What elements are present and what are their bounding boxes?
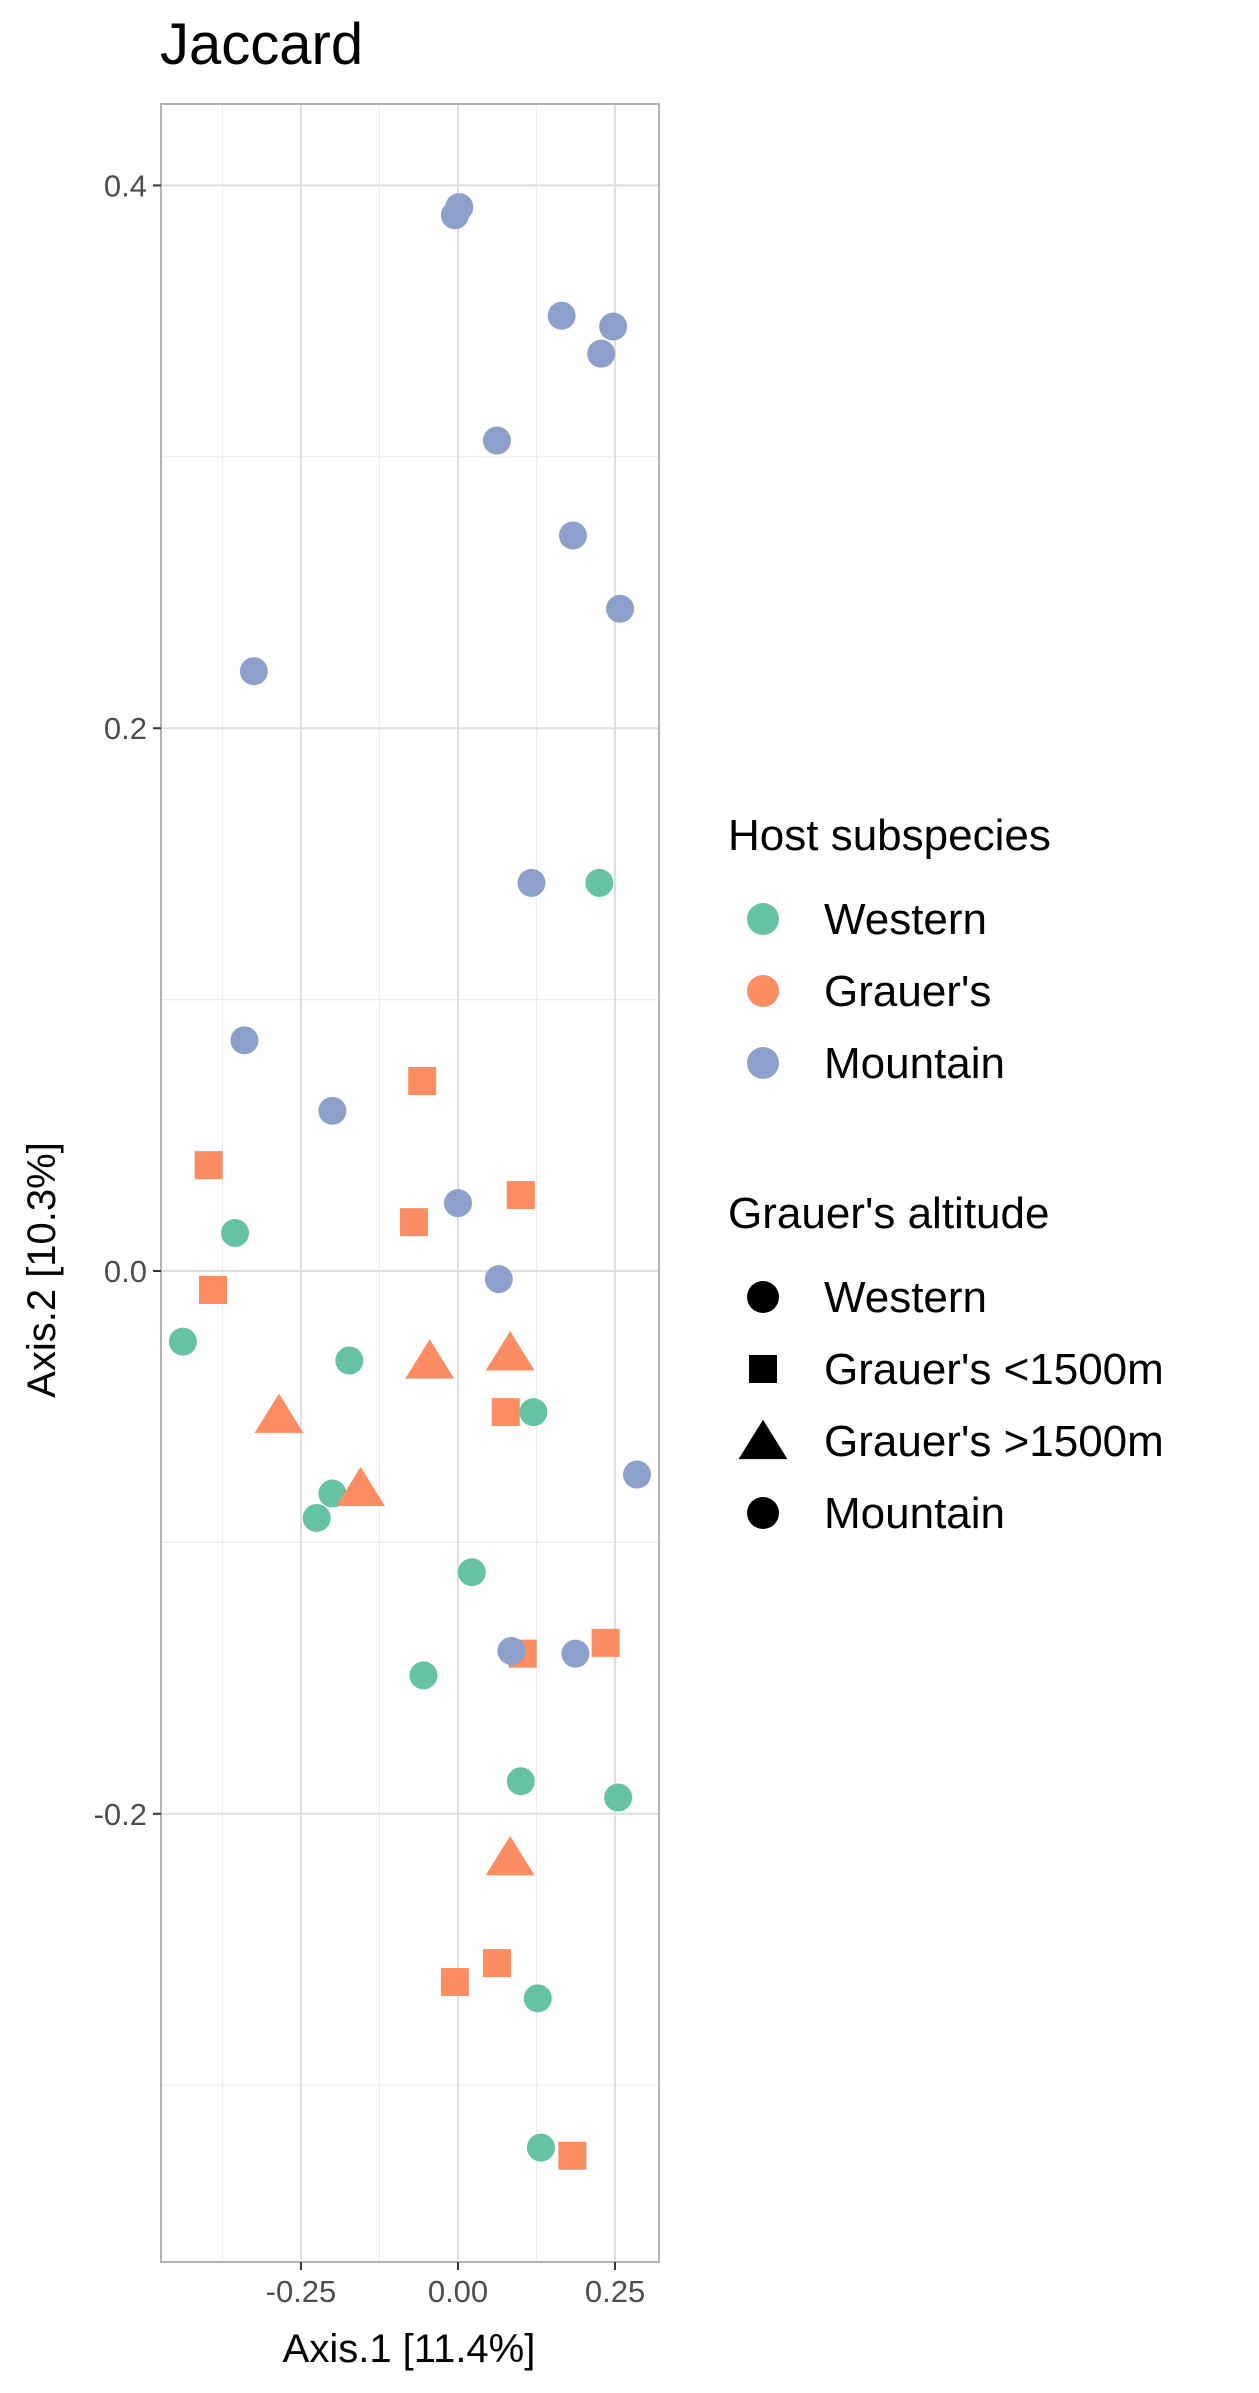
data-point bbox=[547, 301, 576, 330]
data-point bbox=[591, 1628, 620, 1657]
data-point bbox=[405, 1339, 455, 1379]
legend-label: Mountain bbox=[824, 1039, 1005, 1088]
data-point bbox=[336, 1466, 386, 1507]
data-point bbox=[485, 1331, 535, 1371]
legend-key bbox=[747, 903, 779, 935]
data-point bbox=[491, 1398, 520, 1427]
data-point bbox=[482, 426, 511, 455]
x-axis-ticks: -0.25 0.00 0.25 bbox=[266, 2262, 645, 2309]
data-point bbox=[444, 1189, 472, 1218]
data-point bbox=[585, 868, 614, 897]
chart-title: Jaccard bbox=[160, 12, 363, 77]
legend-label: Western bbox=[824, 895, 987, 944]
y-tick-label: 0.2 bbox=[104, 711, 147, 746]
data-point bbox=[400, 1208, 429, 1237]
y-axis-title: Axis.2 [10.3%] bbox=[20, 1142, 64, 1398]
data-point bbox=[506, 1767, 535, 1796]
legend-label: Grauer's <1500m bbox=[824, 1345, 1164, 1394]
data-point bbox=[318, 1096, 347, 1125]
data-point bbox=[587, 339, 616, 368]
x-tick-label: -0.25 bbox=[266, 2274, 337, 2309]
legend-title: Host subspecies bbox=[728, 811, 1051, 860]
data-point bbox=[485, 1835, 535, 1876]
y-tick-label: 0.0 bbox=[104, 1254, 147, 1289]
plot-panel-border bbox=[160, 103, 660, 2263]
data-point bbox=[239, 657, 268, 686]
data-point bbox=[194, 1151, 223, 1180]
data-point bbox=[254, 1393, 304, 1433]
minor-gridlines bbox=[161, 104, 659, 2262]
data-point bbox=[558, 2141, 587, 2170]
data-point bbox=[606, 594, 635, 623]
x-tick-label: 0.25 bbox=[585, 2274, 645, 2309]
legend-label: Western bbox=[824, 1273, 987, 1322]
data-point bbox=[519, 1398, 548, 1427]
data-point bbox=[604, 1783, 633, 1812]
data-point bbox=[409, 1661, 438, 1690]
data-point bbox=[523, 1984, 552, 2013]
y-tick-label: -0.2 bbox=[94, 1797, 147, 1832]
legend-label: Grauer's >1500m bbox=[824, 1417, 1164, 1466]
data-point bbox=[526, 2133, 555, 2162]
legend-key bbox=[749, 1355, 777, 1383]
data-point bbox=[558, 521, 587, 550]
legend-key bbox=[747, 1497, 779, 1529]
data-point bbox=[408, 1067, 437, 1096]
legend-key bbox=[738, 1419, 788, 1460]
data-point bbox=[482, 1949, 511, 1978]
data-point bbox=[561, 1639, 590, 1668]
x-axis-title: Axis.1 [11.4%] bbox=[283, 2327, 536, 2371]
data-point bbox=[457, 1558, 486, 1587]
legend-key bbox=[747, 1047, 779, 1079]
major-gridlines bbox=[161, 104, 659, 2262]
data-point bbox=[599, 312, 628, 341]
y-tick-label: 0.4 bbox=[104, 168, 147, 203]
x-tick-label: 0.00 bbox=[428, 2274, 488, 2309]
data-point bbox=[335, 1346, 364, 1375]
data-point bbox=[318, 1479, 347, 1508]
data-point bbox=[497, 1636, 526, 1665]
y-axis-ticks: -0.2 0.0 0.2 0.4 bbox=[94, 168, 161, 1832]
legend-label: Grauer's bbox=[824, 967, 991, 1016]
legend-label: Mountain bbox=[824, 1489, 1005, 1538]
data-point bbox=[302, 1503, 331, 1532]
legend-key bbox=[747, 975, 779, 1007]
legends: Host subspecies Western Grauer's Mountain Gr… bbox=[728, 811, 1164, 1538]
data-point bbox=[221, 1219, 250, 1248]
legend-title: Grauer's altitude bbox=[728, 1189, 1049, 1238]
data-point bbox=[517, 868, 546, 897]
data-points bbox=[168, 193, 652, 2170]
data-point bbox=[168, 1327, 197, 1356]
data-point bbox=[623, 1460, 652, 1489]
legend-key bbox=[747, 1281, 779, 1313]
data-point bbox=[440, 1968, 469, 1997]
data-point bbox=[440, 201, 469, 230]
data-point bbox=[506, 1181, 535, 1210]
plot-panel bbox=[161, 104, 659, 2262]
data-point bbox=[199, 1275, 228, 1304]
data-point bbox=[484, 1265, 513, 1294]
data-point bbox=[230, 1026, 259, 1055]
